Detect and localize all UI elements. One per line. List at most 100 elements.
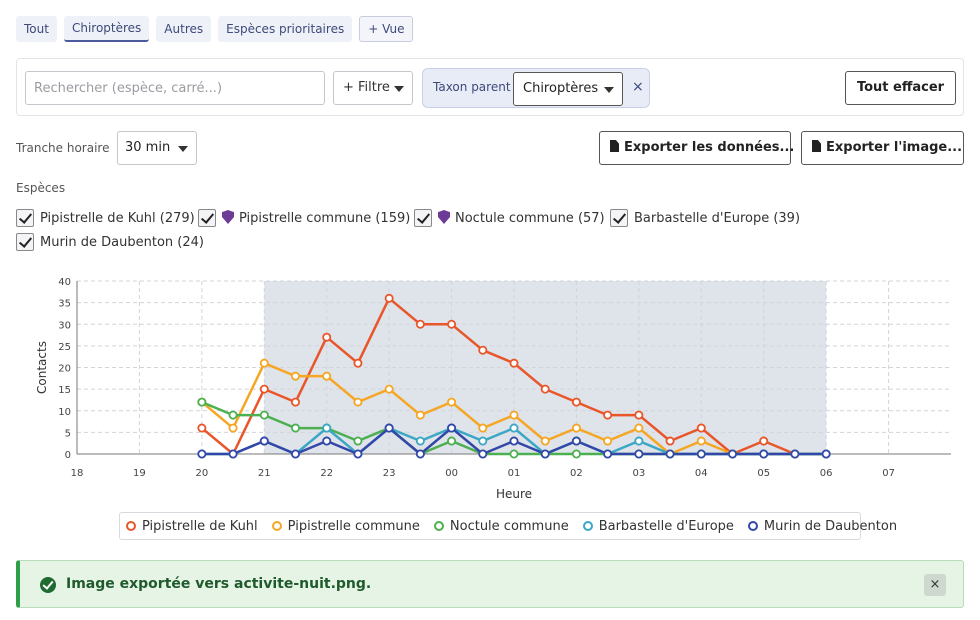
legend-item[interactable]: Pipistrelle commune [271, 518, 420, 534]
species-title: Espèces [16, 181, 66, 195]
data-point [696, 423, 706, 433]
data-point [322, 423, 332, 433]
data-point [353, 358, 363, 368]
x-tick-label: 22 [320, 468, 333, 479]
legend-marker-icon [582, 521, 593, 531]
chart-legend: Pipistrelle de Kuhl Pipistrelle commune No… [119, 512, 897, 540]
legend-label: Pipistrelle commune [287, 518, 420, 534]
tab-autres[interactable]: Autres [156, 16, 212, 42]
legend-item[interactable]: Noctule commune [433, 519, 569, 534]
species-checkbox-4[interactable]: Murin de Daubenton (24) [16, 232, 204, 253]
legend-label: Barbastelle d'Europe [598, 518, 734, 534]
data-point [634, 423, 644, 433]
filter-panel: + Filtre Taxon parent Chiroptères × Tout… [16, 58, 964, 116]
time-slice-select[interactable]: 30 min [117, 131, 197, 165]
data-point [322, 371, 332, 381]
toast-close-icon[interactable]: × [924, 574, 946, 596]
x-tick-label: 20 [195, 468, 208, 479]
data-point [634, 436, 644, 446]
y-tick-label: 30 [58, 320, 71, 331]
add-view-button[interactable]: + Vue [359, 16, 414, 42]
data-point [384, 293, 394, 303]
export-image-button[interactable]: Exporter l'image... [801, 131, 964, 165]
y-axis-title: Contacts [35, 341, 49, 394]
species-checkbox-3[interactable]: Barbastelle d'Europe (39) [610, 208, 801, 229]
data-point [821, 449, 831, 459]
shield-icon [438, 210, 450, 224]
species-label: Noctule commune (57) [455, 211, 605, 226]
night-band [264, 281, 827, 454]
data-point [728, 449, 738, 459]
data-point [447, 319, 457, 329]
data-point [478, 436, 488, 446]
checkbox-checked-icon[interactable] [610, 208, 628, 227]
data-point [384, 423, 394, 433]
data-point [322, 436, 332, 446]
data-point [415, 319, 425, 329]
checkbox-checked-icon[interactable] [198, 208, 216, 227]
legend-marker-icon [271, 521, 282, 531]
data-point [509, 449, 519, 459]
data-point [478, 449, 488, 459]
export-data-label: Exporter les données... [624, 140, 795, 155]
data-point [540, 384, 550, 394]
data-point [540, 436, 550, 446]
data-point [290, 397, 300, 407]
species-label: Barbastelle d'Europe (39) [634, 211, 801, 226]
legend-item[interactable]: Barbastelle d'Europe [582, 518, 734, 534]
data-point [197, 449, 207, 459]
species-checkbox-0[interactable]: Pipistrelle de Kuhl (279) [16, 208, 195, 229]
data-point [509, 423, 519, 433]
chevron-down-icon [394, 86, 404, 92]
time-slice-label: Tranche horaire [16, 141, 110, 155]
data-point [290, 371, 300, 381]
y-tick-label: 5 [65, 428, 71, 439]
time-slice-value: 30 min [125, 140, 171, 155]
data-point [665, 436, 675, 446]
clear-all-button[interactable]: Tout effacer [845, 71, 956, 105]
data-point [228, 410, 238, 420]
data-point [259, 436, 269, 446]
data-point [322, 332, 332, 342]
taxon-select[interactable]: Chiroptères [513, 72, 623, 106]
data-point [665, 449, 675, 459]
remove-chip-close-icon[interactable]: × [632, 79, 644, 95]
legend-item[interactable]: Pipistrelle de Kuhl [126, 519, 258, 534]
species-checkbox-1[interactable]: Pipistrelle commune (159) [198, 208, 410, 229]
data-point [228, 449, 238, 459]
check-circle-icon [40, 577, 56, 593]
data-point [571, 436, 581, 446]
x-tick-label: 03 [632, 468, 645, 479]
y-tick-label: 40 [58, 277, 71, 288]
data-point [259, 410, 269, 420]
tab-tout[interactable]: Tout [16, 16, 57, 42]
data-point [696, 449, 706, 459]
data-point [447, 423, 457, 433]
species-label: Murin de Daubenton (24) [40, 235, 204, 250]
export-image-label: Exporter l'image... [826, 140, 963, 155]
chevron-down-icon [604, 87, 614, 93]
file-image-icon [812, 140, 821, 152]
x-tick-label: 05 [757, 468, 770, 479]
data-point [509, 358, 519, 368]
export-data-button[interactable]: Exporter les données... [599, 131, 795, 165]
y-tick-label: 35 [58, 299, 71, 310]
tab-esp-ces-prioritaires[interactable]: Espèces prioritaires [218, 16, 353, 42]
search-input[interactable] [25, 71, 325, 105]
add-filter-label: + Filtre [343, 80, 390, 95]
data-point [478, 345, 488, 355]
checkbox-checked-icon[interactable] [16, 208, 34, 227]
x-tick-label: 07 [882, 468, 895, 479]
data-point [290, 449, 300, 459]
data-point [634, 449, 644, 459]
y-tick-label: 0 [65, 450, 71, 461]
tab-chiropt-res[interactable]: Chiroptères [63, 16, 150, 42]
checkbox-checked-icon[interactable] [16, 232, 34, 251]
y-tick-label: 25 [58, 342, 71, 353]
data-point [509, 436, 519, 446]
legend-item[interactable]: Murin de Daubenton [747, 519, 897, 534]
checkbox-checked-icon[interactable] [414, 208, 432, 227]
add-filter-button[interactable]: + Filtre [333, 71, 413, 105]
species-checkbox-2[interactable]: Noctule commune (57) [414, 208, 605, 229]
